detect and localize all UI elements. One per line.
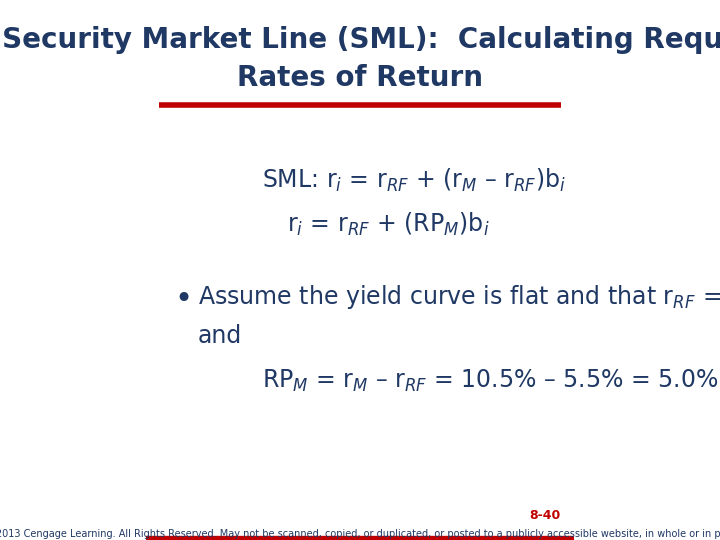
Text: Assume the yield curve is flat and that r$_{RF}$ = 5.5%: Assume the yield curve is flat and that … (197, 283, 720, 311)
Text: r$_i$ = r$_{RF}$ + (RP$_M$)b$_i$: r$_i$ = r$_{RF}$ + (RP$_M$)b$_i$ (287, 211, 490, 238)
Text: Rates of Return: Rates of Return (237, 64, 483, 92)
Text: RP$_M$ = r$_M$ – r$_{RF}$ = 10.5% – 5.5% = 5.0%.: RP$_M$ = r$_M$ – r$_{RF}$ = 10.5% – 5.5%… (261, 368, 720, 394)
Text: and: and (197, 324, 242, 348)
Text: 8-40: 8-40 (530, 509, 561, 522)
Text: The Security Market Line (SML):  Calculating Required: The Security Market Line (SML): Calculat… (0, 26, 720, 55)
Text: •: • (174, 285, 192, 314)
Text: © 2013 Cengage Learning. All Rights Reserved. May not be scanned, copied, or dup: © 2013 Cengage Learning. All Rights Rese… (0, 529, 720, 538)
Text: SML: r$_i$ = r$_{RF}$ + (r$_M$ – r$_{RF}$)b$_i$: SML: r$_i$ = r$_{RF}$ + (r$_M$ – r$_{RF}… (261, 167, 566, 194)
